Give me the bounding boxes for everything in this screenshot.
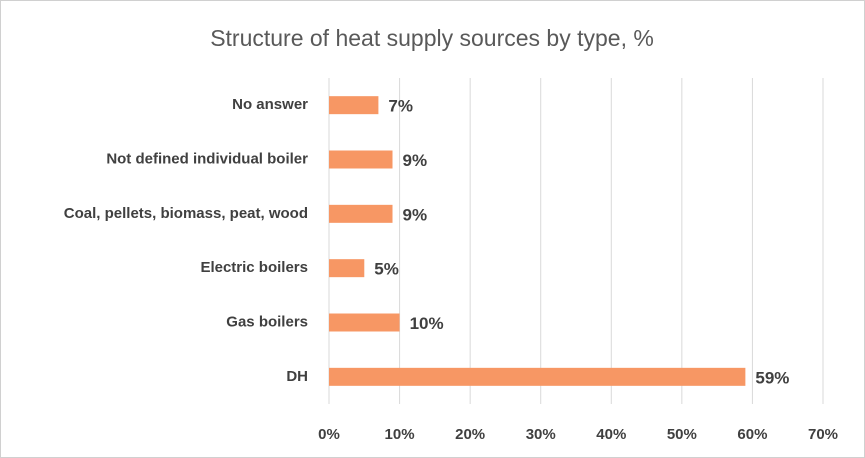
- bar: [329, 367, 746, 386]
- x-tick-label: 0%: [318, 426, 340, 443]
- x-tick-label: 20%: [455, 426, 485, 443]
- value-label: 10%: [410, 314, 444, 333]
- y-tick-label: Gas boilers: [226, 313, 308, 330]
- chart-title: Structure of heat supply sources by type…: [210, 25, 654, 51]
- value-label: 7%: [388, 97, 413, 116]
- y-tick-label: Coal, pellets, biomass, peat, wood: [64, 205, 308, 222]
- bar: [329, 259, 365, 278]
- x-tick-label: 10%: [385, 426, 415, 443]
- x-tick-label: 30%: [526, 426, 556, 443]
- value-label: 59%: [755, 368, 789, 387]
- x-tick-label: 70%: [808, 426, 838, 443]
- bar: [329, 150, 393, 169]
- value-label: 9%: [403, 205, 428, 224]
- bar: [329, 96, 379, 115]
- x-tick-label: 60%: [737, 426, 767, 443]
- bar: [329, 204, 393, 223]
- y-tick-label: No answer: [232, 96, 308, 113]
- x-tick-label: 40%: [596, 426, 626, 443]
- value-label: 5%: [374, 260, 399, 279]
- y-tick-label: DH: [286, 368, 308, 385]
- y-tick-label: Electric boilers: [200, 259, 308, 276]
- x-tick-label: 50%: [667, 426, 697, 443]
- y-tick-label: Not defined individual boiler: [106, 150, 308, 167]
- bar: [329, 313, 400, 332]
- value-label: 9%: [403, 151, 428, 170]
